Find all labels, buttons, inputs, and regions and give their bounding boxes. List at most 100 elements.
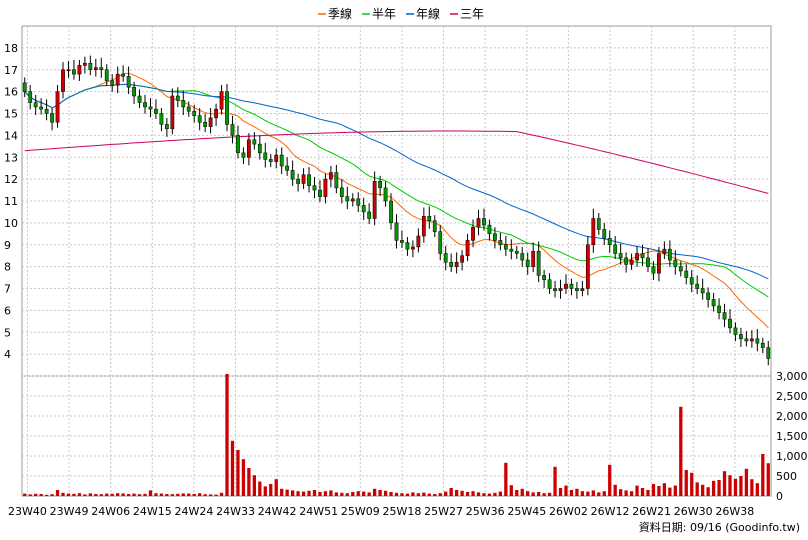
- candle-body: [104, 69, 109, 81]
- candle-body: [93, 67, 98, 70]
- candle-body: [416, 235, 421, 248]
- candle-body: [345, 196, 350, 202]
- volume-bar: [733, 478, 738, 496]
- candle-body: [33, 102, 38, 108]
- candle-body: [126, 76, 131, 88]
- candle-body: [61, 69, 65, 92]
- volume-bar: [695, 482, 699, 496]
- volume-bar: [597, 492, 601, 496]
- volume-bar: [252, 475, 256, 496]
- volume-bar: [706, 487, 710, 496]
- volume-bar: [433, 494, 437, 496]
- volume-bar: [619, 489, 623, 496]
- candle-body: [356, 198, 361, 206]
- candle-body: [214, 108, 218, 119]
- candle-body: [558, 288, 563, 291]
- volume-bar: [296, 491, 300, 496]
- candle-body: [257, 143, 262, 154]
- volume-bar: [761, 454, 765, 496]
- candle-body: [279, 154, 284, 167]
- volume-bar: [482, 493, 486, 496]
- candle-body: [39, 106, 44, 110]
- volume-bar: [750, 479, 754, 496]
- candle-body: [460, 255, 464, 263]
- volume-bar: [657, 486, 661, 496]
- volume-bar: [684, 470, 688, 496]
- candle-body: [744, 338, 749, 342]
- volume-bar: [203, 494, 207, 496]
- x-tick-label: 24W42: [258, 505, 297, 518]
- volume-tick-label: 3,000: [776, 370, 808, 383]
- volume-bar: [542, 493, 546, 496]
- x-tick-label: 25W18: [383, 505, 422, 518]
- volume-bar: [493, 492, 497, 496]
- volume-bar: [126, 494, 131, 496]
- volume-bar: [476, 492, 481, 496]
- candle-body: [662, 248, 667, 254]
- candle-body: [285, 165, 290, 171]
- volume-bar: [121, 493, 125, 496]
- volume-bar: [34, 493, 38, 496]
- price-tick-label: 10: [4, 217, 18, 230]
- volume-bar: [88, 493, 92, 496]
- candle-body: [230, 124, 235, 136]
- candle-body: [651, 266, 656, 274]
- candle-body: [596, 218, 601, 230]
- volume-bar: [274, 479, 278, 496]
- volume-bar: [105, 493, 109, 496]
- price-tick-label: 9: [4, 239, 11, 252]
- candle-body: [66, 69, 71, 71]
- candle-body: [667, 248, 672, 261]
- volume-bar: [531, 492, 535, 496]
- volume-bar: [717, 480, 721, 496]
- candle-body: [700, 288, 705, 294]
- candle-body: [509, 248, 514, 252]
- candle-body: [569, 283, 574, 289]
- volume-bar: [454, 490, 459, 496]
- volume-bar: [673, 485, 677, 496]
- candle-body: [55, 91, 60, 123]
- volume-tick-label: 500: [776, 470, 797, 483]
- candle-body: [197, 115, 202, 123]
- volume-bar: [537, 492, 541, 496]
- volume-bar: [394, 492, 399, 496]
- volume-bar: [214, 494, 218, 496]
- volume-bar: [766, 463, 770, 496]
- candle-body: [132, 87, 136, 97]
- price-tick-label: 17: [4, 64, 18, 77]
- x-tick-label: 24W06: [91, 505, 130, 518]
- candle-body: [498, 240, 503, 245]
- volume-bar: [219, 492, 224, 496]
- volume-bar: [318, 492, 322, 496]
- candle-body: [760, 342, 765, 348]
- volume-bar: [61, 492, 65, 496]
- volume-bar: [564, 485, 568, 496]
- candle-body: [542, 275, 547, 280]
- volume-bar: [301, 491, 306, 496]
- candle-body: [564, 283, 568, 289]
- candle-body: [449, 262, 454, 267]
- candle-body: [296, 178, 300, 184]
- candle-body: [602, 229, 607, 239]
- volume-bar: [504, 462, 508, 496]
- candle-body: [728, 318, 732, 329]
- x-tick-label: 25W45: [507, 505, 546, 518]
- candle-body: [438, 231, 443, 254]
- volume-bar: [170, 494, 174, 496]
- volume-bar: [739, 476, 743, 496]
- volume-bar: [225, 374, 229, 496]
- candle-body: [755, 338, 760, 344]
- volume-bar: [345, 493, 349, 496]
- candle-body: [657, 253, 661, 274]
- volume-bar: [422, 492, 426, 496]
- volume-axis-ticks: 0 500 1,000 1,500 2,000 2,500 3,000: [776, 370, 808, 503]
- legend-label: 季線: [328, 6, 352, 21]
- volume-bar: [460, 490, 464, 496]
- candle-body: [520, 253, 525, 261]
- volume-bar: [553, 466, 557, 496]
- price-tick-label: 14: [4, 129, 18, 142]
- candle-body: [301, 174, 306, 184]
- candle-body: [28, 91, 33, 103]
- volume-bar: [635, 485, 639, 496]
- volume-bar: [263, 486, 267, 496]
